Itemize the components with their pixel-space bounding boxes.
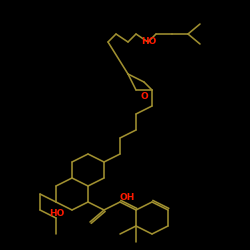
Text: OH: OH [119,194,135,202]
Text: HO: HO [141,37,157,46]
Text: HO: HO [49,208,65,218]
Text: O: O [140,92,148,101]
